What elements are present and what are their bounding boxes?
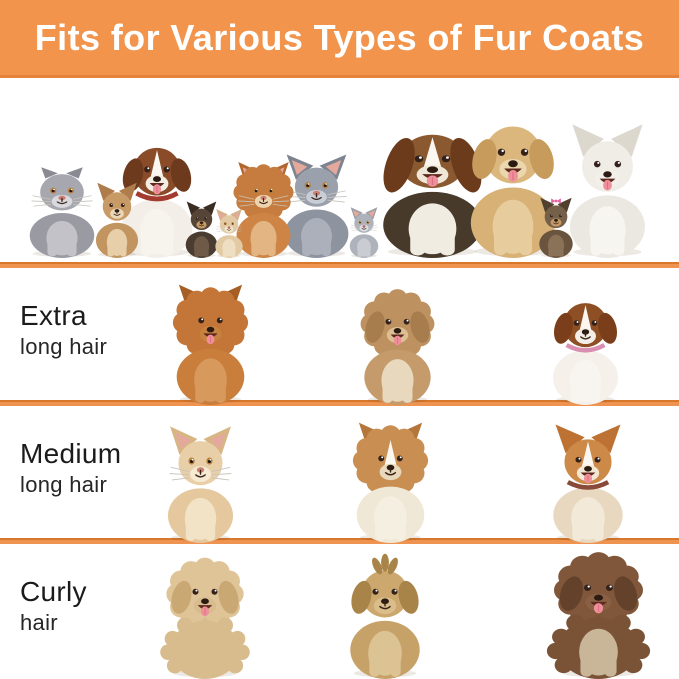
photo-british-shorthair-cat xyxy=(265,148,368,258)
photo-jack-russell-terrier xyxy=(100,124,214,258)
photo-yorkie-puppy xyxy=(176,198,227,258)
row-label-sub: long hair xyxy=(20,334,108,360)
photo-brown-doodle xyxy=(534,541,663,679)
photo-japanese-chin xyxy=(533,281,638,405)
row-label-main: Medium xyxy=(20,438,122,469)
row-medium-long-hair: Medium long hair xyxy=(0,406,679,543)
header-banner: Fits for Various Types of Fur Coats xyxy=(0,0,679,78)
photo-cream-kitten xyxy=(207,206,251,258)
photo-maine-coon-cat xyxy=(220,156,307,258)
photo-welsh-corgi xyxy=(532,417,644,543)
photo-scottish-fold-cat xyxy=(10,156,114,258)
row-curly-hair: Curly hair xyxy=(0,544,679,679)
divider-middle xyxy=(0,400,679,406)
photo-icelandic-sheepdog xyxy=(336,415,445,543)
row-label-main: Extra xyxy=(20,300,87,331)
row-label-main: Curly xyxy=(20,576,87,607)
page-title: Fits for Various Types of Fur Coats xyxy=(34,16,645,58)
photo-havanese-puppy xyxy=(344,279,451,405)
row-extra-long-hair: Extra long hair xyxy=(0,268,679,405)
divider-top xyxy=(0,262,679,268)
row-label: Extra long hair xyxy=(20,300,108,360)
row-label-sub: hair xyxy=(20,610,58,636)
divider-bottom xyxy=(0,538,679,544)
photo-cream-tabby-kitten xyxy=(148,419,253,543)
photo-yorkshire-terrier xyxy=(329,547,441,679)
photo-gray-kitten xyxy=(341,204,387,258)
row-label-sub: long hair xyxy=(20,472,108,498)
group-photo xyxy=(0,78,679,262)
photo-yorkie-with-pink-bow xyxy=(529,194,583,258)
photo-basset-hound xyxy=(353,108,512,258)
photo-pomeranian xyxy=(156,277,265,405)
photo-chihuahua xyxy=(83,178,151,258)
photo-white-husky xyxy=(547,116,668,258)
row-label: Curly hair xyxy=(20,576,87,636)
photo-apricot-poodle xyxy=(149,547,261,679)
photo-golden-retriever xyxy=(445,98,581,258)
row-label: Medium long hair xyxy=(20,438,122,498)
